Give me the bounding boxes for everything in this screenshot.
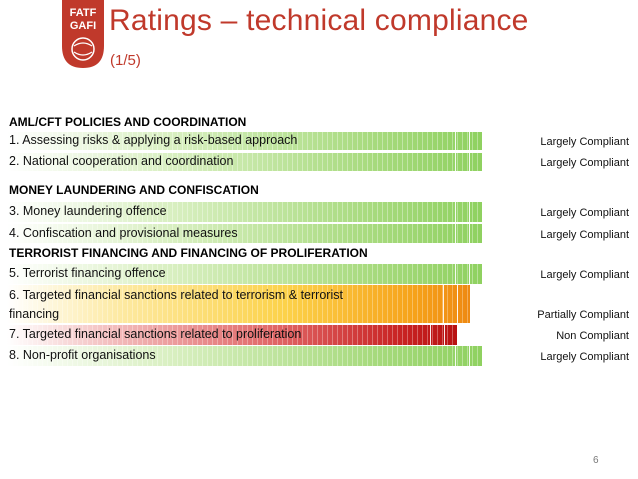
recommendation-label: 4. Confiscation and provisional measures — [9, 226, 238, 240]
section-heading-terrorist-financing: TERRORIST FINANCING AND FINANCING OF PRO… — [9, 246, 368, 260]
rating-value: Largely Compliant — [540, 229, 629, 241]
rating-bar — [7, 325, 457, 345]
page-number: 6 — [593, 455, 599, 466]
recommendation-label: 1. Assessing risks & applying a risk-bas… — [9, 133, 298, 147]
rating-value: Largely Compliant — [540, 157, 629, 169]
rating-row-4: 4. Confiscation and provisional measures… — [0, 224, 638, 243]
rating-bar — [7, 153, 482, 171]
rating-row-3: 3. Money laundering offence Largely Comp… — [0, 202, 638, 222]
rating-row-7: 7. Targeted financial sanctions related … — [0, 325, 638, 345]
rating-value: Largely Compliant — [540, 136, 629, 148]
rating-value: Largely Compliant — [540, 207, 629, 219]
svg-text:GAFI: GAFI — [70, 20, 96, 32]
rating-row-1: 1. Assessing risks & applying a risk-bas… — [0, 132, 638, 150]
rating-row-2: 2. National cooperation and coordination… — [0, 153, 638, 171]
rating-bar — [7, 264, 482, 284]
recommendation-label-line2: financing — [9, 307, 60, 321]
rating-bar — [7, 202, 482, 222]
section-heading-aml-cft-policies: AML/CFT POLICIES AND COORDINATION — [9, 115, 247, 129]
rating-value: Non Compliant — [556, 330, 629, 342]
rating-row-5: 5. Terrorist financing offence Largely C… — [0, 264, 638, 284]
rating-value: Largely Compliant — [540, 351, 629, 363]
rating-bar — [7, 346, 482, 366]
recommendation-label-line1: 6. Targeted financial sanctions related … — [9, 288, 343, 302]
section-heading-money-laundering: MONEY LAUNDERING AND CONFISCATION — [9, 183, 259, 197]
rating-value: Partially Compliant — [537, 309, 629, 321]
recommendation-label: 2. National cooperation and coordination — [9, 154, 234, 168]
recommendation-label: 8. Non-profit organisations — [9, 348, 156, 362]
rating-bar — [7, 224, 482, 243]
fatf-gafi-logo: FATF GAFI — [62, 0, 104, 68]
rating-value: Largely Compliant — [540, 269, 629, 281]
rating-row-8: 8. Non-profit organisations Largely Comp… — [0, 346, 638, 366]
rating-row-6: 6. Targeted financial sanctions related … — [0, 285, 638, 323]
recommendation-label: 3. Money laundering offence — [9, 204, 167, 218]
recommendation-label: 7. Targeted financial sanctions related … — [9, 327, 302, 341]
svg-text:FATF: FATF — [70, 7, 97, 19]
rating-bar — [7, 285, 470, 323]
rating-bar — [7, 132, 482, 150]
page-subtitle: (1/5) — [110, 52, 141, 69]
recommendation-label: 5. Terrorist financing offence — [9, 266, 166, 280]
page-title: Ratings – technical compliance — [109, 4, 529, 37]
